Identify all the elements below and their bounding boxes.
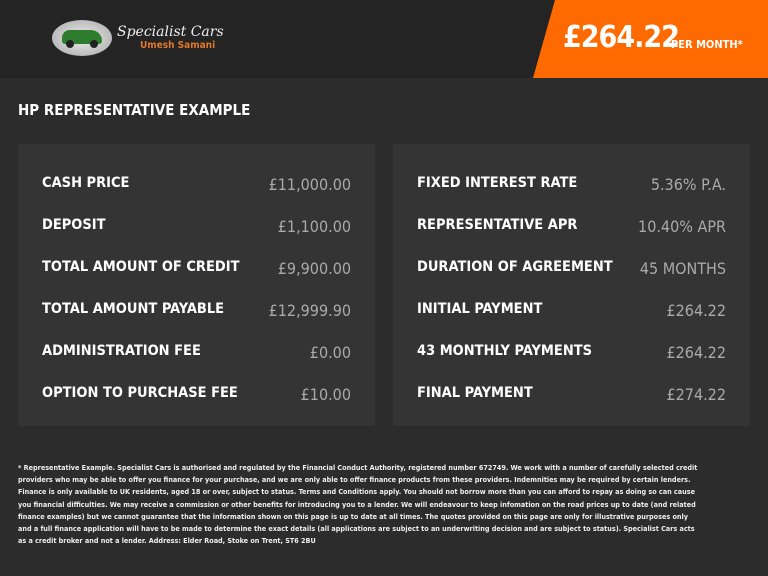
left-panel: CASH PRICE £11,000.00 DEPOSIT £1,100.00 TO… (18, 144, 375, 426)
row-value: £11,000.00 (268, 175, 351, 194)
row-label: TOTAL AMOUNT PAYABLE (42, 301, 225, 317)
finance-row: CASH PRICE £11,000.00 (42, 175, 351, 195)
row-label: FINAL PAYMENT (417, 385, 533, 401)
footnote: * Representative Example. Specialist Car… (18, 463, 698, 546)
finance-row: FIXED INTEREST RATE 5.36% P.A. (417, 175, 726, 195)
finance-row: DEPOSIT £1,100.00 (42, 217, 351, 237)
brand-sub: Umesh Samani (140, 40, 216, 51)
finance-row: INITIAL PAYMENT £264.22 (417, 301, 726, 321)
row-value: £274.22 (666, 385, 726, 404)
row-value: 45 MONTHS (639, 259, 726, 278)
finance-row: FINAL PAYMENT £274.22 (417, 385, 726, 405)
monthly-price: £264.22 (563, 20, 680, 55)
finance-row: DURATION OF AGREEMENT 45 MONTHS (417, 259, 726, 279)
finance-row: ADMINISTRATION FEE £0.00 (42, 343, 351, 363)
per-month-label: PER MONTH* (671, 38, 743, 51)
wheel-icon (66, 40, 74, 48)
row-value: £264.22 (666, 343, 726, 362)
logo[interactable] (52, 20, 112, 56)
finance-row: TOTAL AMOUNT OF CREDIT £9,900.00 (42, 259, 351, 279)
row-value: £10.00 (300, 385, 351, 404)
row-label: OPTION TO PURCHASE FEE (42, 385, 238, 401)
row-label: 43 MONTHLY PAYMENTS (417, 343, 593, 359)
finance-row: TOTAL AMOUNT PAYABLE £12,999.90 (42, 301, 351, 321)
row-label: TOTAL AMOUNT OF CREDIT (42, 259, 240, 275)
row-value: 5.36% P.A. (650, 175, 726, 194)
wheel-icon (90, 40, 98, 48)
row-label: ADMINISTRATION FEE (42, 343, 201, 359)
row-value: £264.22 (666, 301, 726, 320)
finance-row: OPTION TO PURCHASE FEE £10.00 (42, 385, 351, 405)
row-value: £9,900.00 (277, 259, 351, 278)
row-value: £0.00 (309, 343, 351, 362)
page-title: HP REPRESENTATIVE EXAMPLE (18, 101, 251, 119)
header: Specialist Cars Umesh Samani £264.22 PER… (0, 0, 768, 78)
row-label: DURATION OF AGREEMENT (417, 259, 613, 275)
row-value: £12,999.90 (268, 301, 351, 320)
row-label: REPRESENTATIVE APR (417, 217, 578, 233)
row-value: 10.40% APR (638, 217, 726, 236)
brand-name: Specialist Cars (117, 24, 224, 40)
row-label: FIXED INTEREST RATE (417, 175, 578, 191)
price-badge: £264.22 PER MONTH* (533, 0, 768, 78)
finance-row: 43 MONTHLY PAYMENTS £264.22 (417, 343, 726, 363)
right-panel: FIXED INTEREST RATE 5.36% P.A. REPRESENTA… (393, 144, 750, 426)
row-label: DEPOSIT (42, 217, 106, 233)
row-value: £1,100.00 (277, 217, 351, 236)
row-label: CASH PRICE (42, 175, 130, 191)
finance-row: REPRESENTATIVE APR 10.40% APR (417, 217, 726, 237)
row-label: INITIAL PAYMENT (417, 301, 543, 317)
